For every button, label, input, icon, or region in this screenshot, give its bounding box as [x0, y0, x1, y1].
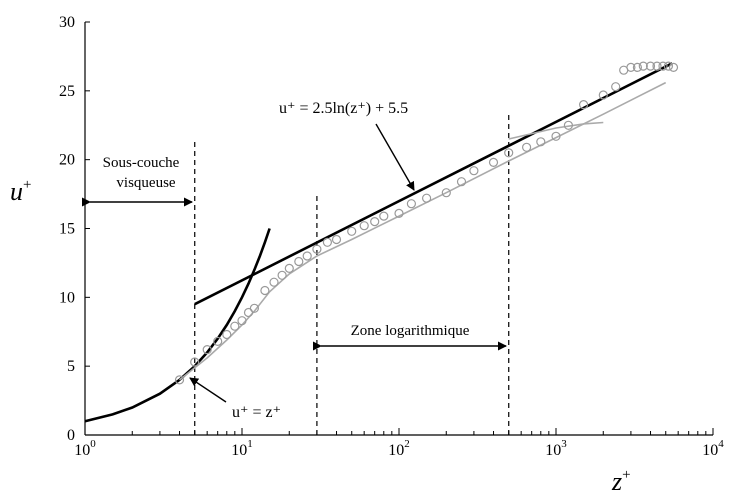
data-point — [563, 120, 574, 130]
x-tick-exp: 1 — [247, 438, 253, 450]
x-tick-exp: 0 — [90, 438, 96, 450]
x-tick-label: 101 — [231, 438, 253, 459]
viscous-sublayer-label-line2: visqueuse — [116, 175, 176, 191]
series-line-0 — [84, 228, 271, 423]
data-point — [456, 177, 467, 187]
x-tick-base: 10 — [231, 442, 247, 459]
data-point — [269, 277, 279, 287]
data-point — [230, 321, 240, 331]
data-point — [638, 61, 648, 71]
x-axis-label-base: z — [611, 467, 622, 495]
data-point — [284, 263, 294, 273]
y-ticks: 0 5 10 15 20 25 30 — [59, 14, 90, 444]
x-ticks: 100 101 102 103 104 — [74, 428, 724, 459]
data-point — [652, 61, 662, 71]
x-tick-exp: 3 — [561, 438, 567, 450]
data-point — [222, 329, 232, 340]
data-point — [249, 303, 259, 313]
data-point — [277, 270, 287, 280]
x-tick-base: 10 — [388, 442, 404, 459]
x-tick-exp: 4 — [718, 438, 724, 450]
data-point — [243, 307, 254, 318]
x-tick-base: 10 — [702, 442, 718, 459]
linear-law-pointer — [189, 377, 227, 403]
data-point — [294, 256, 304, 267]
y-axis-label: u+ — [10, 177, 31, 206]
x-tick-exp: 2 — [404, 438, 410, 450]
data-point — [190, 357, 200, 367]
data-point — [645, 61, 656, 71]
data-point — [379, 211, 389, 221]
viscous-sublayer-label-line1: Sous-couche — [103, 155, 180, 171]
x-tick-base: 10 — [74, 442, 90, 459]
x-tick-label: 103 — [545, 438, 567, 459]
region-boundaries — [194, 111, 510, 435]
data-point — [658, 61, 668, 71]
y-tick-label: 20 — [59, 152, 75, 169]
data-point — [370, 217, 380, 227]
data-point — [331, 234, 342, 245]
data-point — [347, 226, 357, 236]
x-tick-label: 104 — [702, 438, 724, 459]
x-axis-label-sup: + — [622, 467, 630, 483]
data-point — [422, 193, 432, 203]
x-axis-label: z+ — [611, 467, 631, 495]
data-point — [202, 345, 212, 355]
data-point — [312, 244, 322, 254]
data-point — [394, 208, 404, 218]
y-tick-label: 15 — [59, 221, 75, 238]
y-tick-label: 10 — [59, 289, 75, 306]
data-point — [488, 157, 499, 167]
data-point — [598, 90, 608, 100]
linear-law-equation: u⁺ = z⁺ — [232, 404, 281, 421]
data-point — [663, 61, 674, 71]
y-tick-label: 0 — [67, 427, 75, 444]
log-law-equation: u⁺ = 2.5ln(z⁺) + 5.5 — [279, 100, 408, 117]
data-point — [626, 62, 636, 73]
data-point — [260, 285, 270, 296]
data-point — [174, 375, 185, 385]
x-tick-base: 10 — [545, 442, 561, 459]
data-point — [213, 336, 223, 346]
x-tick-label: 100 — [74, 438, 96, 459]
data-point — [668, 62, 679, 73]
data-point — [578, 99, 589, 110]
data-point — [322, 237, 332, 247]
log-law-pointer — [375, 123, 415, 191]
log-zone-label: Zone logarithmique — [351, 323, 470, 339]
data-point — [536, 137, 546, 147]
y-axis-label-base: u — [10, 177, 23, 206]
data-point — [611, 82, 621, 92]
series-line-3 — [508, 121, 604, 140]
data-point — [521, 142, 532, 152]
y-axis-label-sup: + — [23, 177, 31, 193]
y-tick-label: 30 — [59, 14, 75, 31]
series-line-1 — [194, 62, 673, 306]
data-point — [441, 188, 451, 198]
y-tick-label: 5 — [67, 358, 75, 375]
data-point — [551, 131, 561, 141]
data-point — [359, 221, 369, 231]
plot-area — [84, 61, 679, 423]
data-point — [504, 148, 514, 158]
data-point — [406, 199, 416, 209]
data-point — [632, 62, 643, 73]
data-point — [469, 166, 479, 176]
data-point — [237, 316, 247, 326]
y-tick-label: 25 — [59, 83, 75, 100]
data-point — [302, 251, 312, 261]
x-tick-label: 102 — [388, 438, 410, 459]
